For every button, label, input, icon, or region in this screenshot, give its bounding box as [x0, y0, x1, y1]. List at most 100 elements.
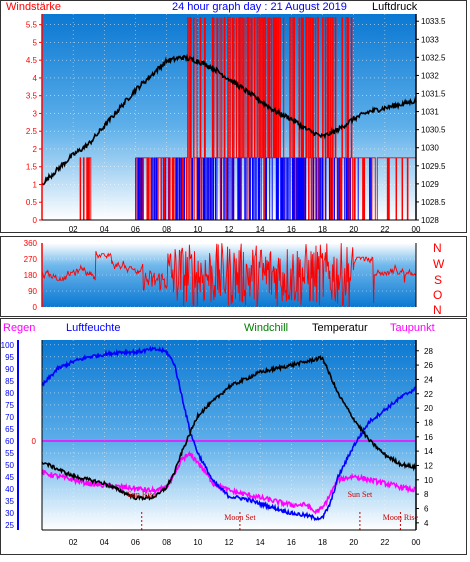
wind-x-tick-label: 04 [100, 225, 109, 234]
astro-label: Sun Set [348, 490, 373, 499]
humidity-x-tick-label: 12 [225, 538, 234, 547]
temperature-tick-label: 24 [424, 375, 433, 384]
humidity-x-tick-label: 18 [318, 538, 327, 547]
wind-tick-label: 1.5 [26, 163, 38, 172]
page-title: 24 hour graph day : 21 August 2019 [172, 1, 347, 13]
temperature-tick-label: 20 [424, 404, 433, 413]
wind-tick-label: 4 [33, 74, 38, 83]
humidity-x-tick-label: 06 [131, 538, 140, 547]
pressure-tick-label: 1028.5 [421, 198, 446, 207]
humidity-tick-label: 65 [5, 425, 14, 434]
humidity-x-tick-label: 08 [162, 538, 171, 547]
direction-tick-label: 360 [24, 239, 38, 248]
wind-tick-label: 0 [33, 216, 38, 225]
pressure-tick-label: 1030.5 [421, 126, 446, 135]
wind-x-tick-label: 00 [412, 225, 421, 234]
rain-tick-label: 0 [32, 437, 37, 446]
humidity-tick-label: 95 [5, 353, 14, 362]
pressure-tick-label: 1032.5 [421, 53, 446, 62]
direction-letter-s: S [434, 273, 442, 287]
humidity-tick-label: 85 [5, 377, 14, 386]
pressure-axis-title: Luftdruck [372, 1, 418, 13]
astro-label: Moon Rise [383, 513, 419, 522]
wind-x-tick-label: 06 [131, 225, 140, 234]
wind-axis-title: Windstärke [6, 1, 61, 13]
wind-tick-label: 3 [33, 109, 38, 118]
temperature-tick-label: 4 [424, 519, 429, 528]
humidity-tick-label: 90 [5, 365, 14, 374]
wind-tick-label: 2.5 [26, 127, 38, 136]
humidity-tick-label: 40 [5, 485, 14, 494]
wind-x-tick-label: 14 [256, 225, 265, 234]
wind-tick-label: 5.5 [26, 21, 38, 30]
direction-tick-label: 0 [33, 303, 38, 312]
wind-x-tick-label: 02 [69, 225, 78, 234]
temperature-tick-label: 22 [424, 390, 433, 399]
temperature-tick-label: 8 [424, 490, 429, 499]
pressure-tick-label: 1032 [421, 71, 439, 80]
humidity-tick-label: 25 [5, 521, 14, 530]
luftfeuchte-label: Luftfeuchte [66, 322, 120, 334]
pressure-series [41, 53, 417, 186]
wind-x-tick-label: 08 [162, 225, 171, 234]
temperature-tick-label: 18 [424, 418, 433, 427]
pressure-tick-label: 1033 [421, 35, 439, 44]
wind-gust-series [135, 157, 372, 220]
windchill-label: Windchill [244, 322, 288, 334]
humidity-tick-label: 50 [5, 461, 14, 470]
temperature-tick-label: 10 [424, 476, 433, 485]
astro-label: Sun Rise [127, 490, 156, 499]
humidity-tick-label: 55 [5, 449, 14, 458]
temperature-tick-label: 26 [424, 361, 433, 370]
wind-tick-label: 2 [33, 145, 38, 154]
humidity-tick-label: 60 [5, 437, 14, 446]
humidity-tick-label: 80 [5, 389, 14, 398]
temperature-tick-label: 28 [424, 347, 433, 356]
wind-x-tick-label: 12 [225, 225, 234, 234]
humidity-temp-plot-area [42, 340, 416, 530]
temperature-series [41, 355, 417, 501]
direction-tick-label: 180 [24, 271, 38, 280]
humidity-x-tick-label: 02 [69, 538, 78, 547]
pressure-tick-label: 1031 [421, 108, 439, 117]
humidity-tick-label: 75 [5, 401, 14, 410]
humidity-tick-label: 35 [5, 497, 14, 506]
astro-label: Moon Set [224, 513, 256, 522]
wind-tick-label: 3.5 [26, 92, 38, 101]
wind-tick-label: 4.5 [26, 56, 38, 65]
humidity-tick-label: 45 [5, 473, 14, 482]
pressure-tick-label: 1029.5 [421, 162, 446, 171]
direction-tick-label: 270 [24, 255, 38, 264]
wind-peak-series [189, 17, 316, 158]
humidity-x-tick-label: 16 [287, 538, 296, 547]
wind-tick-label: 5 [33, 38, 38, 47]
humidity-x-tick-label: 10 [193, 538, 202, 547]
direction-letter-n-bottom: N [433, 303, 442, 317]
pressure-tick-label: 1028 [421, 216, 439, 225]
humidity-tick-label: 30 [5, 509, 14, 518]
direction-letter-n-top: N [433, 241, 442, 255]
humidity-tick-label: 70 [5, 413, 14, 422]
temperature-tick-label: 14 [424, 447, 433, 456]
wind-x-tick-label: 18 [318, 225, 327, 234]
humidity-x-tick-label: 20 [349, 538, 358, 547]
pressure-tick-label: 1033.5 [421, 17, 446, 26]
data-layer [41, 17, 417, 530]
temperature-tick-label: 6 [424, 504, 429, 513]
wind-x-tick-label: 10 [193, 225, 202, 234]
wind-direction-series [41, 243, 416, 308]
temperatur-label: Temperatur [312, 322, 368, 334]
humidity-x-tick-label: 00 [412, 538, 421, 547]
taupunkt-label: Taupunkt [390, 322, 435, 334]
pressure-tick-label: 1031.5 [421, 90, 446, 99]
wind-tick-label: 1 [33, 180, 38, 189]
temperature-tick-label: 12 [424, 461, 433, 470]
humidity-x-tick-label: 04 [100, 538, 109, 547]
humidity-x-tick-label: 14 [256, 538, 265, 547]
temperature-tick-label: 16 [424, 433, 433, 442]
regen-label: Regen [3, 322, 35, 334]
wind-x-tick-label: 20 [349, 225, 358, 234]
direction-tick-label: 90 [28, 287, 37, 296]
